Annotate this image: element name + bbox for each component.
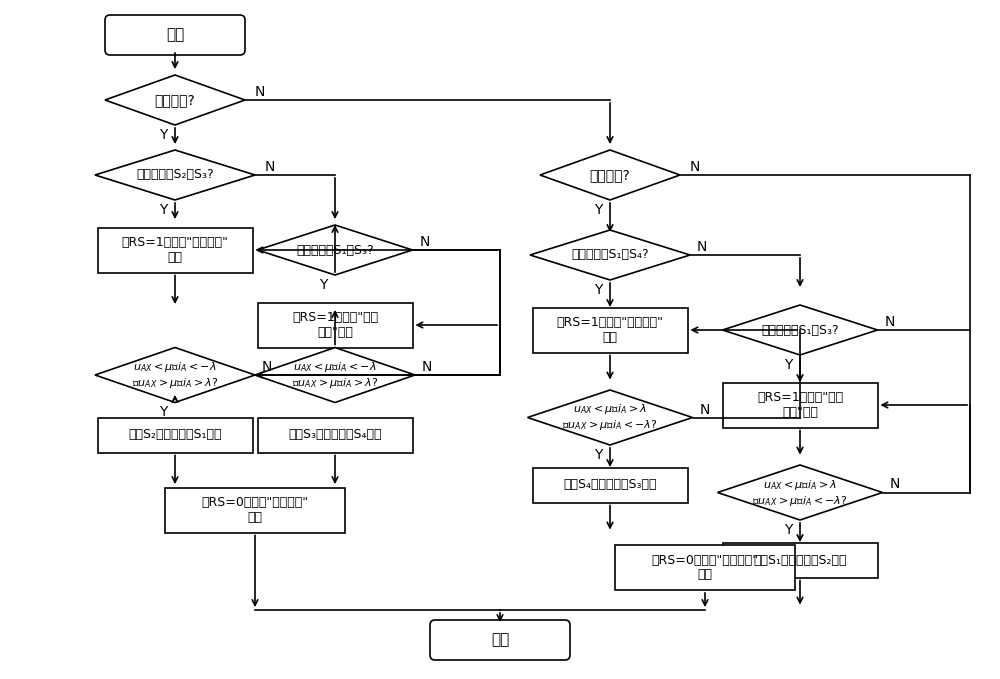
- Polygon shape: [255, 348, 415, 403]
- Text: N: N: [255, 85, 265, 99]
- Polygon shape: [258, 225, 413, 275]
- Text: N: N: [889, 477, 900, 492]
- Text: N: N: [690, 160, 700, 174]
- Text: N: N: [884, 315, 895, 329]
- FancyBboxPatch shape: [430, 620, 570, 660]
- Text: Y: Y: [159, 128, 167, 142]
- Bar: [98, 227, 252, 272]
- Text: 当前状态为S₂和S₃?: 当前状态为S₂和S₃?: [136, 168, 214, 181]
- Text: Y: Y: [784, 358, 792, 372]
- Text: N: N: [699, 403, 710, 416]
- Polygon shape: [530, 230, 690, 280]
- Bar: [165, 488, 345, 532]
- Text: 当前状态为S₁和S₃?: 当前状态为S₁和S₃?: [296, 244, 374, 257]
- Bar: [722, 382, 878, 428]
- Bar: [532, 308, 688, 352]
- Text: $u_{AX}<\mu$且$i_A<-\lambda$
或$u_{AX}>\mu$且$i_A>\lambda$?: $u_{AX}<\mu$且$i_A<-\lambda$ 或$u_{AX}>\mu…: [132, 360, 218, 390]
- Polygon shape: [528, 390, 692, 445]
- Text: 令RS=1，发送"调压申请"
指令: 令RS=1，发送"调压申请" 指令: [122, 236, 228, 264]
- Bar: [258, 303, 413, 348]
- Text: 令RS=0，撤销"调压申请"
指令: 令RS=0，撤销"调压申请" 指令: [201, 496, 309, 524]
- Text: 关闭S₂脉冲、开启S₁脉冲: 关闭S₂脉冲、开启S₁脉冲: [128, 428, 222, 441]
- Text: 关闭S₃脉冲、开启S₄脉冲: 关闭S₃脉冲、开启S₄脉冲: [288, 428, 382, 441]
- Text: 需要升压?: 需要升压?: [155, 93, 195, 107]
- Text: 令RS=0，撤销"调压申请"
指令: 令RS=0，撤销"调压申请" 指令: [651, 553, 759, 581]
- Text: 需要降压?: 需要降压?: [590, 168, 630, 182]
- Text: N: N: [265, 160, 275, 174]
- FancyBboxPatch shape: [105, 15, 245, 55]
- Text: 令RS=1，发送"调压申请"
指令: 令RS=1，发送"调压申请" 指令: [556, 316, 664, 344]
- Text: Y: Y: [159, 405, 167, 420]
- Text: Y: Y: [159, 203, 167, 217]
- Bar: [98, 418, 252, 452]
- Text: Y: Y: [784, 523, 792, 537]
- Text: Y: Y: [594, 448, 602, 462]
- Text: 令RS=1，发送"调压
申请"指令: 令RS=1，发送"调压 申请"指令: [292, 311, 378, 339]
- Polygon shape: [95, 150, 255, 200]
- Bar: [615, 545, 795, 590]
- Text: Y: Y: [319, 278, 327, 292]
- Text: $u_{AX}<\mu$且$i_A<-\lambda$
或$u_{AX}>\mu$且$i_A>\lambda$?: $u_{AX}<\mu$且$i_A<-\lambda$ 或$u_{AX}>\mu…: [292, 360, 378, 390]
- Text: 开始: 开始: [166, 28, 184, 43]
- Text: 令RS=1，发送"调压
申请"指令: 令RS=1，发送"调压 申请"指令: [757, 391, 843, 419]
- Text: $u_{AX}<\mu$且$i_A>\lambda$
或$u_{AX}>\mu$且$i_A<-\lambda$?: $u_{AX}<\mu$且$i_A>\lambda$ 或$u_{AX}>\mu$…: [752, 477, 848, 507]
- Text: N: N: [262, 360, 272, 374]
- Text: $u_{AX}<\mu$且$i_A>\lambda$
或$u_{AX}>\mu$且$i_A<-\lambda$?: $u_{AX}<\mu$且$i_A>\lambda$ 或$u_{AX}>\mu$…: [562, 403, 658, 433]
- Polygon shape: [718, 465, 883, 520]
- Text: N: N: [419, 235, 430, 249]
- Text: Y: Y: [594, 203, 602, 217]
- Polygon shape: [540, 150, 680, 200]
- Text: 关闭S₁脉冲、开启S₂脉冲: 关闭S₁脉冲、开启S₂脉冲: [753, 553, 847, 566]
- Bar: [722, 543, 878, 578]
- Text: N: N: [422, 360, 432, 374]
- Text: 当前状态为S₁和S₄?: 当前状态为S₁和S₄?: [571, 249, 649, 261]
- Text: N: N: [697, 240, 707, 254]
- Text: 结束: 结束: [491, 633, 509, 648]
- Bar: [532, 468, 688, 502]
- Text: 关闭S₄脉冲、开启S₃脉冲: 关闭S₄脉冲、开启S₃脉冲: [563, 479, 657, 492]
- Bar: [258, 418, 413, 452]
- Polygon shape: [722, 305, 878, 355]
- Text: Y: Y: [594, 283, 602, 297]
- Polygon shape: [95, 348, 255, 403]
- Polygon shape: [105, 75, 245, 125]
- Text: 当前状态为S₁和S₃?: 当前状态为S₁和S₃?: [761, 323, 839, 337]
